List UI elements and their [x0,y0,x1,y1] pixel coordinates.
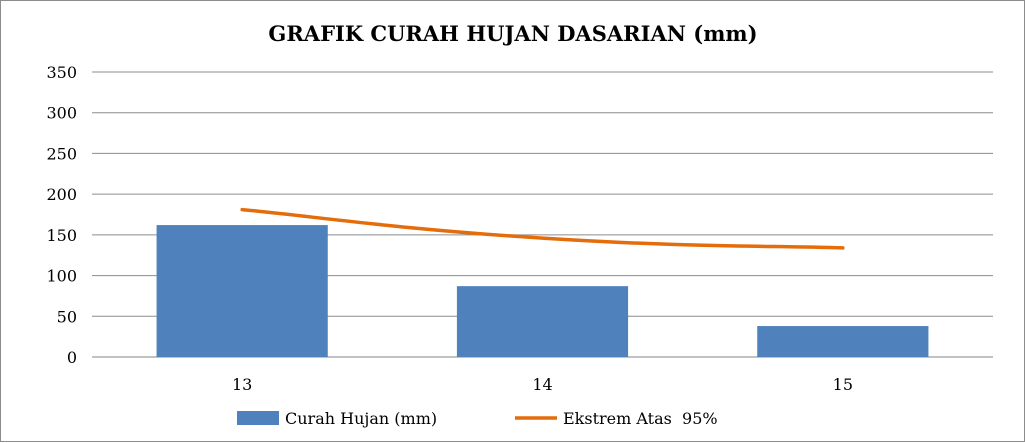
bar-series [156,225,929,357]
legend: Curah Hujan (mm) Ekstrem Atas 95% [237,409,718,428]
chart-title: GRAFIK CURAH HUJAN DASARIAN (mm) [268,21,757,46]
y-axis-ticks: 0 50 100 150 200 250 300 350 [46,63,77,367]
x-tick-label: 13 [232,375,252,394]
y-tick-label: 250 [46,144,77,163]
legend-label-line: Ekstrem Atas 95% [563,409,718,428]
y-tick-label: 150 [46,226,77,245]
line-ekstrem-atas [240,207,845,250]
x-tick-label: 15 [833,375,853,394]
x-tick-label: 14 [532,375,552,394]
y-tick-label: 350 [46,63,77,82]
y-tick-label: 0 [67,348,77,367]
legend-swatch-bar [237,411,279,425]
y-tick-label: 100 [46,267,77,286]
line-series [240,207,845,250]
legend-label-bar: Curah Hujan (mm) [285,409,437,428]
bar-15 [757,326,929,357]
bar-13 [156,225,328,357]
y-tick-label: 300 [46,104,77,123]
x-axis-ticks: 13 14 15 [232,375,853,394]
y-tick-label: 50 [57,307,77,326]
bar-14 [456,286,629,357]
y-tick-label: 200 [46,185,77,204]
